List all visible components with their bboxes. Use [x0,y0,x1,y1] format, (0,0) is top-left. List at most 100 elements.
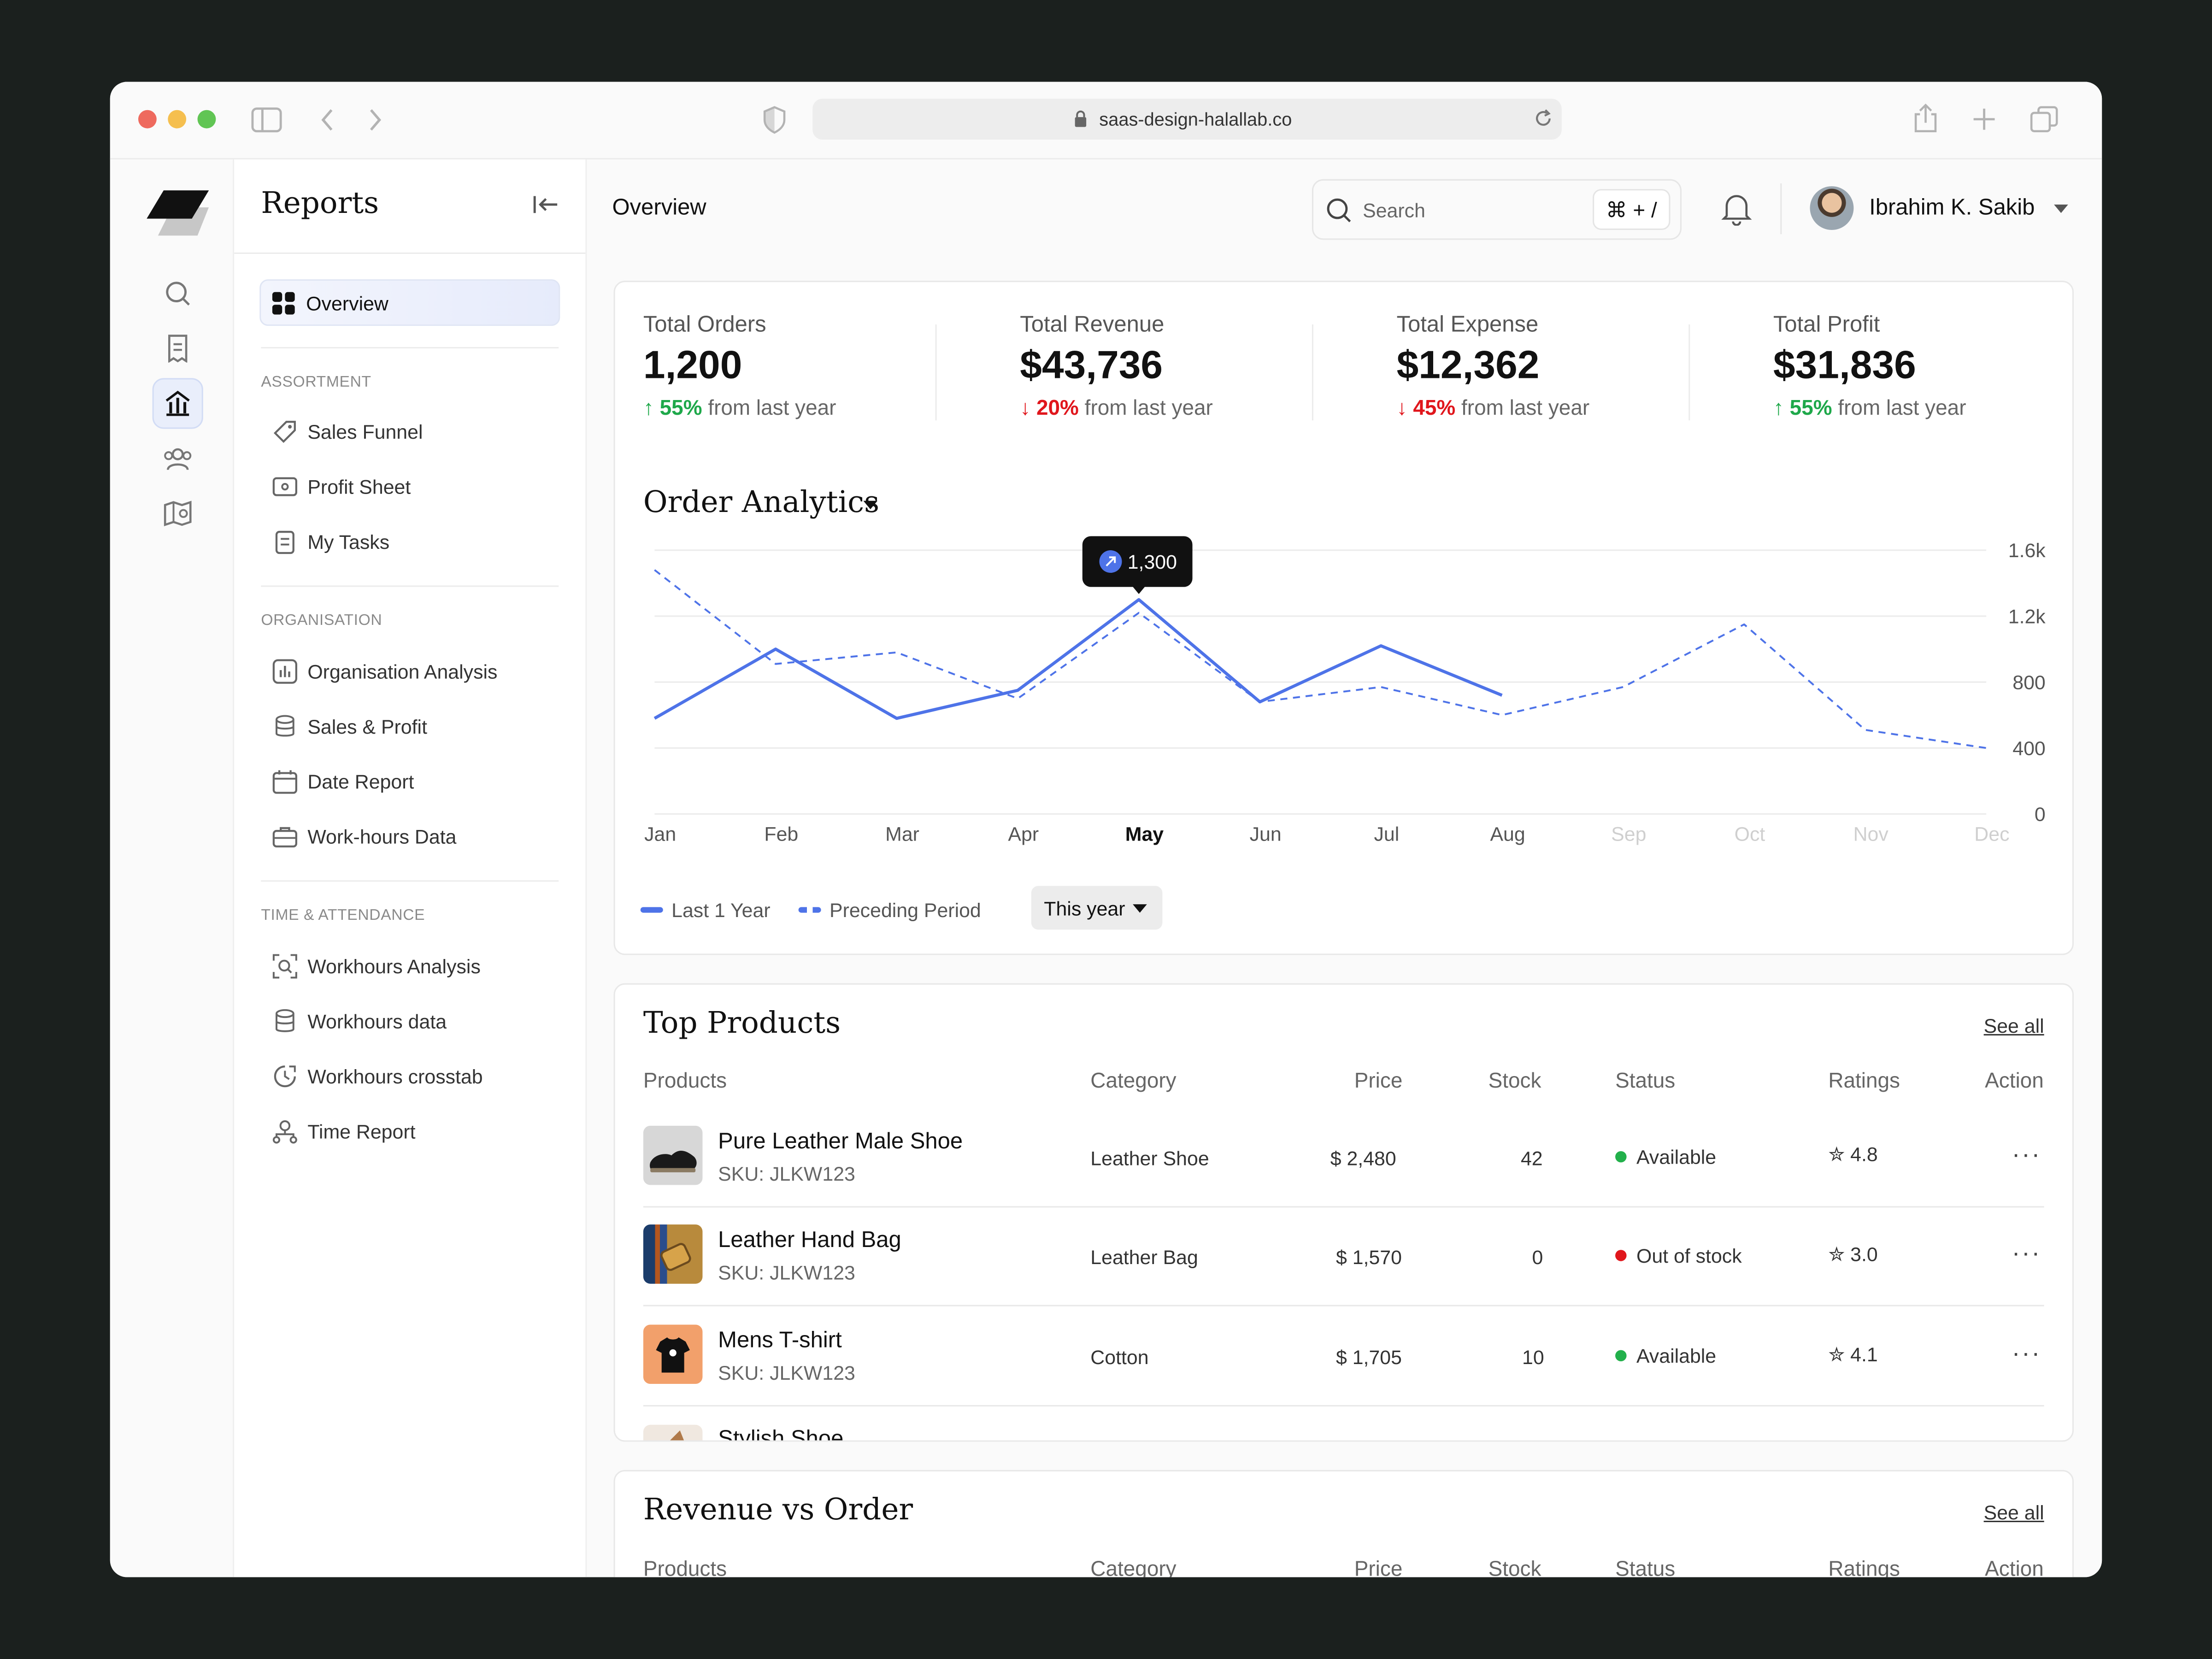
timer-icon [271,1062,299,1090]
sidebar-item-label: Organisation Analysis [307,660,498,683]
shield-icon[interactable] [763,106,786,134]
maximize-window-button[interactable] [197,110,216,129]
rating: ✮ 4.8 [1828,1143,1877,1167]
data-point [1137,598,1141,602]
close-window-button[interactable] [138,110,157,129]
sidebar-item-label: Workhours Analysis [307,955,481,978]
avatar[interactable] [1810,186,1854,230]
bar-chart-icon [271,658,299,686]
sidebar-item-workhours-analysis[interactable]: Workhours Analysis [271,951,481,982]
column-header[interactable]: Category [1090,1557,1177,1577]
tooltip-pointer [1131,585,1146,594]
section-heading-organisation: ORGANISATION [261,612,382,629]
reload-icon[interactable] [1534,109,1553,129]
column-header[interactable]: Status [1615,1069,1676,1094]
half-star-icon: ✮ [1828,1242,1845,1265]
column-header[interactable]: Stock [1488,1557,1541,1577]
sidebar-item-organisation-analysis[interactable]: Organisation Analysis [271,656,498,687]
stat-label: Total Expense [1396,313,1539,337]
search-icon[interactable] [153,268,203,319]
receipt-icon[interactable] [153,323,203,374]
chevron-down-icon [1133,904,1147,913]
arrow-up-icon: ↑ [1773,396,1784,421]
sidebar-toggle-icon[interactable] [251,107,282,133]
sidebar-item-overview[interactable]: Overview [259,279,560,326]
tabs-overview-icon[interactable] [2030,106,2058,134]
stat-total-profit: Total Profit $31,836 ↑ 55% from last yea… [1773,313,1966,421]
section-heading-assortment: ASSORTMENT [261,374,371,391]
sidebar-item-work-hours-data[interactable]: Work-hours Data [271,821,456,852]
data-point [1500,713,1504,717]
column-header[interactable]: Price [1354,1557,1403,1577]
back-icon[interactable] [319,107,336,133]
briefcase-icon [271,823,299,851]
sidebar-item-my-tasks[interactable]: My Tasks [271,526,389,557]
x-tick-label: Sep [1611,823,1646,845]
column-header[interactable]: Price [1354,1069,1403,1094]
sidebar-item-time-report[interactable]: Time Report [271,1116,416,1147]
chart-title[interactable]: Order Analytics [643,485,880,519]
collapse-sidebar-icon[interactable] [532,193,560,216]
column-header[interactable]: Products [643,1557,727,1577]
column-header[interactable]: Products [643,1069,727,1094]
sidebar-item-profit-sheet[interactable]: Profit Sheet [271,471,411,502]
product-name[interactable]: Leather Hand Bag [718,1229,901,1253]
stat-change: 20% [1036,396,1079,421]
stat-change-suffix: from last year [1838,396,1966,421]
rating-value: 3.0 [1850,1242,1878,1265]
chevron-down-icon[interactable] [863,500,878,510]
product-name[interactable]: Stylish Shoe [718,1427,844,1442]
product-name[interactable]: Pure Leather Male Shoe [718,1130,963,1154]
more-actions-icon[interactable]: ··· [2012,1238,2041,1267]
sidebar-item-label: Sales Funnel [307,420,423,443]
see-all-link[interactable]: See all [1983,1014,2044,1037]
product-image [643,1125,703,1185]
data-point [1379,644,1383,648]
bell-icon[interactable] [1721,192,1752,226]
search-input[interactable]: Search ⌘ + / [1312,179,1682,240]
status-badge: Available [1615,1344,1716,1367]
column-header[interactable]: Stock [1488,1069,1541,1094]
product-name[interactable]: Mens T-shirt [718,1329,842,1353]
sidebar-item-workhours-data[interactable]: Workhours data [271,1006,447,1037]
sidebar-item-date-report[interactable]: Date Report [271,766,414,797]
column-header[interactable]: Status [1615,1557,1676,1577]
forward-icon[interactable] [367,107,384,133]
column-header[interactable]: Action [1985,1069,2044,1094]
period-dropdown-label: This year [1044,897,1125,920]
lock-icon [1075,110,1087,127]
x-tick-label: Oct [1735,823,1765,845]
sidebar-item-sales-profit[interactable]: Sales & Profit [271,711,427,742]
share-icon[interactable] [1913,103,1938,134]
period-dropdown[interactable]: This year [1031,886,1163,930]
product-sku: SKU: JLKW123 [718,1261,855,1284]
address-bar[interactable]: saas-design-halallab.co [812,99,1562,140]
sidebar-item-label: Sales & Profit [307,715,428,738]
data-point [774,647,778,651]
sidebar-item-workhours-crosstab[interactable]: Workhours crosstab [271,1061,483,1092]
order-analytics-chart: 0 400 800 1.2k 1.6k Jan Feb Mar Apr May Jun Jul Aug S… [644,536,2046,845]
sidebar-item-label: Overview [306,291,388,314]
more-actions-icon[interactable]: ··· [2012,1140,2041,1168]
column-header[interactable]: Ratings [1828,1557,1900,1577]
y-tick-label: 0 [2035,804,2046,826]
search-placeholder: Search [1363,199,1425,222]
map-icon[interactable] [153,488,203,539]
x-tick-label: Jun [1250,823,1282,845]
see-all-link[interactable]: See all [1983,1501,2044,1524]
reports-icon[interactable] [152,378,203,429]
minimize-window-button[interactable] [168,110,187,129]
user-name[interactable]: Ibrahim K. Sakib [1869,196,2035,220]
users-icon[interactable] [153,433,203,484]
column-header[interactable]: Category [1090,1069,1177,1094]
more-actions-icon[interactable]: ··· [2012,1339,2041,1367]
sidebar-item-label: Time Report [307,1120,416,1143]
data-point [774,662,778,666]
column-header[interactable]: Action [1985,1557,2044,1577]
sidebar-item-sales-funnel[interactable]: Sales Funnel [271,416,423,447]
data-point [1016,696,1020,700]
chevron-down-icon[interactable] [2054,204,2068,213]
column-header[interactable]: Ratings [1828,1069,1900,1094]
new-tab-icon[interactable] [1972,107,1996,131]
clipboard-icon [271,528,299,556]
